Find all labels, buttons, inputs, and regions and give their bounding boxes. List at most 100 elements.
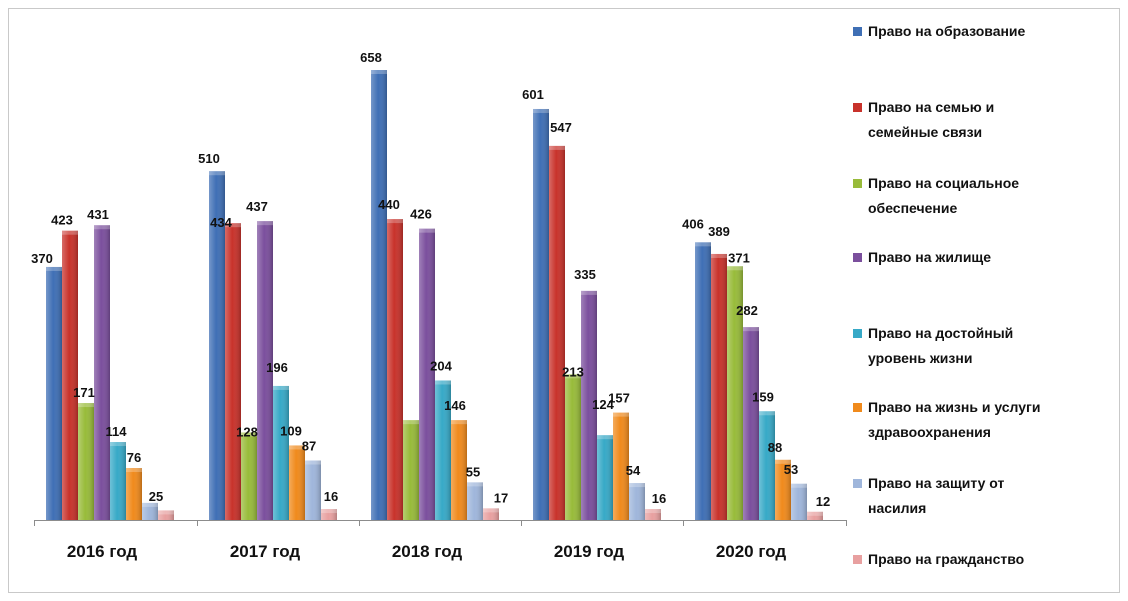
bar-shading xyxy=(403,420,419,520)
legend-swatch xyxy=(853,179,862,188)
bar-shading xyxy=(241,432,257,520)
bar-top-highlight xyxy=(158,510,174,515)
legend-label: Право на образование xyxy=(868,23,1026,39)
chart-frame xyxy=(8,8,1120,593)
bar-shading xyxy=(743,327,759,520)
data-label: 128 xyxy=(236,424,258,439)
bar-top-highlight xyxy=(257,221,273,226)
bar-top-highlight xyxy=(613,412,629,417)
bar-top-highlight xyxy=(209,171,225,176)
data-label: 658 xyxy=(360,50,382,65)
bar-shading xyxy=(791,483,807,520)
bar-shading xyxy=(581,290,597,520)
bar-top-highlight xyxy=(759,411,775,416)
data-label: 16 xyxy=(324,489,338,504)
data-label: 124 xyxy=(592,397,614,412)
legend-label: здравоохранения xyxy=(868,424,991,440)
bar-shading xyxy=(775,459,791,520)
bar-shading xyxy=(451,420,467,520)
bar-shading xyxy=(807,511,823,520)
legend-swatch xyxy=(853,103,862,112)
legend-label: Право на социальное xyxy=(868,175,1019,191)
category-label: 2019 год xyxy=(554,542,625,561)
data-label: 157 xyxy=(608,391,630,406)
bar-top-highlight xyxy=(467,482,483,487)
bar-top-highlight xyxy=(483,508,499,513)
bar-shading xyxy=(289,445,305,520)
bar-top-highlight xyxy=(791,483,807,488)
data-label: 389 xyxy=(708,224,730,239)
bar-top-highlight xyxy=(46,266,62,271)
legend-swatch xyxy=(853,479,862,488)
bar-shading xyxy=(435,380,451,520)
bar-top-highlight xyxy=(241,432,257,437)
bar-top-highlight xyxy=(435,380,451,385)
bar-top-highlight xyxy=(775,459,791,464)
bar-shading xyxy=(371,70,387,520)
legend-label: Право на жилище xyxy=(868,249,991,265)
bar-shading xyxy=(467,482,483,520)
data-label: 159 xyxy=(752,389,774,404)
bar-top-highlight xyxy=(321,509,337,514)
data-label: 88 xyxy=(768,440,782,455)
data-label: 25 xyxy=(149,489,163,504)
bar-shading xyxy=(597,435,613,520)
bar-shading xyxy=(695,242,711,520)
bar-shading xyxy=(711,253,727,521)
legend-swatch xyxy=(853,403,862,412)
data-label: 335 xyxy=(574,267,596,282)
data-label: 213 xyxy=(562,364,584,379)
data-label: 114 xyxy=(106,424,128,439)
bar-top-highlight xyxy=(126,468,142,473)
bar-shading xyxy=(565,374,581,520)
data-label: 371 xyxy=(728,250,750,265)
data-label: 431 xyxy=(87,207,109,222)
bar-shading xyxy=(613,412,629,520)
data-label: 54 xyxy=(626,463,641,478)
legend: Право на образование Право на семью и семе… xyxy=(853,23,1041,567)
data-label: 440 xyxy=(378,197,400,212)
bar-top-highlight xyxy=(581,290,597,295)
bar-top-highlight xyxy=(695,242,711,247)
bar-shading xyxy=(645,509,661,520)
bar-top-highlight xyxy=(305,460,321,465)
bar-shading xyxy=(305,460,321,520)
data-label: 53 xyxy=(784,462,798,477)
bar-top-highlight xyxy=(110,442,126,447)
data-label: 547 xyxy=(550,120,572,135)
bar-top-highlight xyxy=(565,374,581,379)
bar-top-highlight xyxy=(533,108,549,113)
legend-label: Право на достойный xyxy=(868,325,1013,341)
bar-top-highlight xyxy=(451,420,467,425)
legend-swatch xyxy=(853,329,862,338)
bar-shading xyxy=(225,223,241,521)
bar-top-highlight xyxy=(419,228,435,233)
legend-swatch xyxy=(853,555,862,564)
bar-top-highlight xyxy=(225,223,241,228)
bar-shading xyxy=(727,266,743,520)
legend-label: обеспечение xyxy=(868,200,957,216)
bar-top-highlight xyxy=(645,509,661,514)
data-label: 426 xyxy=(410,207,432,222)
data-label: 406 xyxy=(682,216,704,231)
data-label: 16 xyxy=(652,491,666,506)
bar-shading xyxy=(629,483,645,520)
data-label: 204 xyxy=(430,358,452,373)
legend-label: насилия xyxy=(868,500,926,516)
bar-shading xyxy=(273,385,289,520)
bar-shading xyxy=(321,509,337,520)
bar-top-highlight xyxy=(94,225,110,230)
bar-shading xyxy=(126,468,142,520)
data-label: 370 xyxy=(31,251,53,266)
data-label: 12 xyxy=(816,494,830,509)
category-label: 2016 год xyxy=(67,542,138,561)
bar-top-highlight xyxy=(273,385,289,390)
data-label: 423 xyxy=(51,213,73,228)
bar-shading xyxy=(158,510,174,520)
bar-shading xyxy=(533,108,549,521)
data-label: 55 xyxy=(466,464,480,479)
legend-label: Право на семью и xyxy=(868,99,994,115)
data-label: 146 xyxy=(444,398,466,413)
